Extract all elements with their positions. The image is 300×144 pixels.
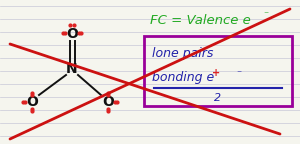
Text: FC = Valence e: FC = Valence e (150, 14, 251, 26)
Bar (144, 36, 292, 106)
Text: N: N (66, 62, 78, 76)
Text: O: O (26, 95, 38, 109)
Text: bonding e: bonding e (152, 72, 214, 85)
Text: +: + (212, 68, 220, 78)
Text: 2: 2 (214, 93, 222, 103)
Text: lone pairs: lone pairs (152, 47, 213, 59)
Text: O: O (102, 95, 114, 109)
Text: ⁻: ⁻ (263, 10, 268, 20)
Text: O: O (66, 27, 78, 41)
Text: ⁻: ⁻ (236, 69, 241, 79)
